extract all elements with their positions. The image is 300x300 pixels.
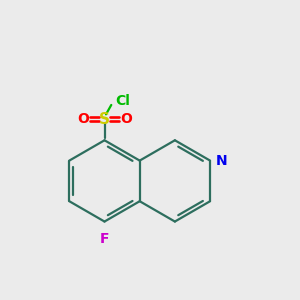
Text: Cl: Cl xyxy=(115,94,130,108)
Text: F: F xyxy=(100,232,109,246)
Text: O: O xyxy=(120,112,132,126)
Text: O: O xyxy=(77,112,89,126)
Text: S: S xyxy=(99,112,110,127)
Text: N: N xyxy=(216,154,228,168)
